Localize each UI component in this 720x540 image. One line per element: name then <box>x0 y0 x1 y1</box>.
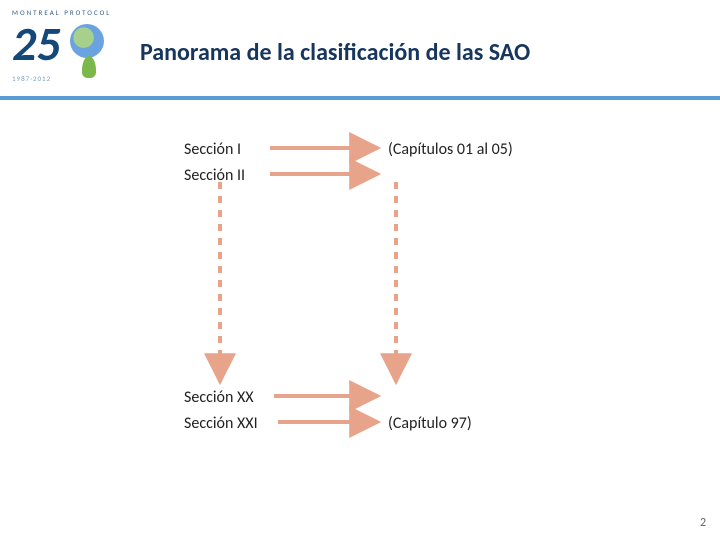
logo-globe-icon <box>70 24 104 58</box>
page-title: Panorama de la clasificación de las SAO <box>140 38 530 67</box>
logo-25: 25 <box>12 20 61 68</box>
chapters-label-1: (Capítulos 01 al 05) <box>388 140 513 159</box>
page-number: 2 <box>700 516 706 530</box>
logo-years-text: 1987·2012 <box>12 74 51 83</box>
section-label-3: Sección XX <box>184 388 254 407</box>
section-label-1: Sección I <box>184 140 241 159</box>
section-label-2: Sección II <box>184 166 245 185</box>
chapters-label-4: (Capítulo 97) <box>388 414 472 433</box>
section-label-4: Sección XXI <box>184 414 258 433</box>
logo-leaf-icon <box>82 56 96 78</box>
header-rule <box>0 96 720 100</box>
logo: MONTREAL PROTOCOL 25 1987·2012 <box>12 8 118 88</box>
